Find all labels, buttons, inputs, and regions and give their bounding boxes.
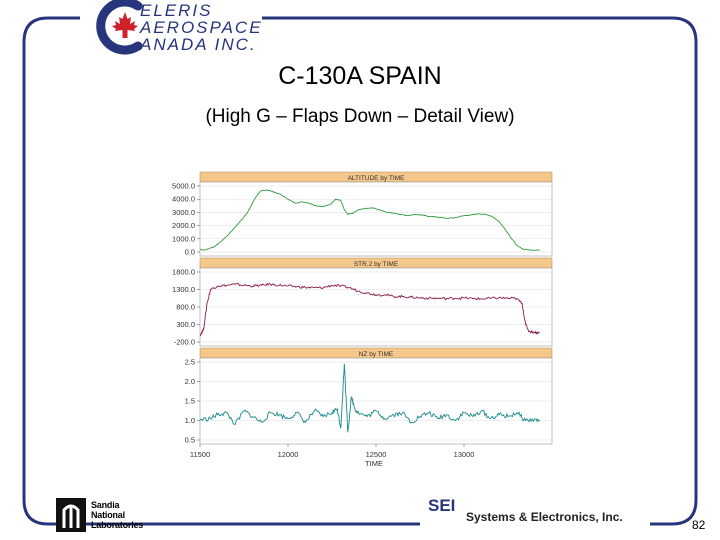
- y-tick-label: 4000.0: [172, 195, 195, 204]
- y-tick-label: 2.0: [185, 377, 195, 386]
- y-tick-label: 1.5: [185, 397, 195, 406]
- x-tick-label: 12000: [278, 450, 299, 459]
- y-tick-label: 1300.0: [172, 285, 195, 294]
- y-tick-label: -200.0: [174, 338, 195, 347]
- y-tick-label: 1.0: [185, 416, 195, 425]
- slide-subtitle: (High G – Flaps Down – Detail View): [205, 106, 515, 127]
- sandia-logo-text: Sandia National Laboratories: [91, 500, 143, 530]
- y-tick-label: 800.0: [176, 303, 195, 312]
- y-tick-label: 1800.0: [172, 268, 195, 277]
- y-tick-label: 300.0: [176, 320, 195, 329]
- x-tick-label: 11500: [190, 450, 210, 459]
- maple-leaf-icon: [112, 12, 138, 38]
- logo-line-1: ELERIS: [140, 1, 213, 20]
- panel-plot-1: [199, 181, 553, 257]
- page-number: 82: [692, 518, 706, 532]
- sandia-line-1: Sandia: [91, 500, 120, 510]
- y-tick-label: 0.5: [185, 436, 195, 445]
- y-tick-label: 2.5: [185, 358, 195, 367]
- slide-title: C-130A SPAIN: [278, 62, 442, 90]
- sandia-line-2: National: [91, 510, 125, 520]
- series-line-2: [199, 282, 540, 337]
- panel-title-3: NZ by TIME: [359, 351, 394, 358]
- eleris-logo-mark: [96, 0, 143, 55]
- series-line-1: [200, 189, 540, 251]
- y-tick-label: 5000.0: [172, 182, 195, 191]
- sei-logo-abbr: SEI: [428, 496, 456, 515]
- logo-line-2: AEROSPACE: [140, 18, 263, 37]
- x-axis-label: TIME: [365, 459, 383, 468]
- chart-area: ALTITUDE by TIME 0.0 1000.0 2000.0 3000.0 400…: [172, 171, 553, 468]
- y-tick-label: 0.0: [185, 248, 195, 257]
- sandia-logo-icon: [56, 498, 86, 532]
- panel-title-2: STR.2 by TIME: [354, 261, 399, 268]
- sei-company-name: Systems & Electronics, Inc.: [466, 510, 623, 524]
- series-line-3: [199, 363, 541, 433]
- y-tick-label: 1000.0: [172, 234, 195, 243]
- y-tick-label: 3000.0: [172, 208, 195, 217]
- x-tick-label: 12500: [366, 450, 387, 459]
- logo-line-3: ANADA INC.: [140, 35, 257, 54]
- y-tick-label: 2000.0: [172, 221, 195, 230]
- sandia-line-3: Laboratories: [91, 520, 144, 530]
- panel-title-1: ALTITUDE by TIME: [348, 175, 405, 182]
- x-tick-label: 13000: [454, 450, 475, 459]
